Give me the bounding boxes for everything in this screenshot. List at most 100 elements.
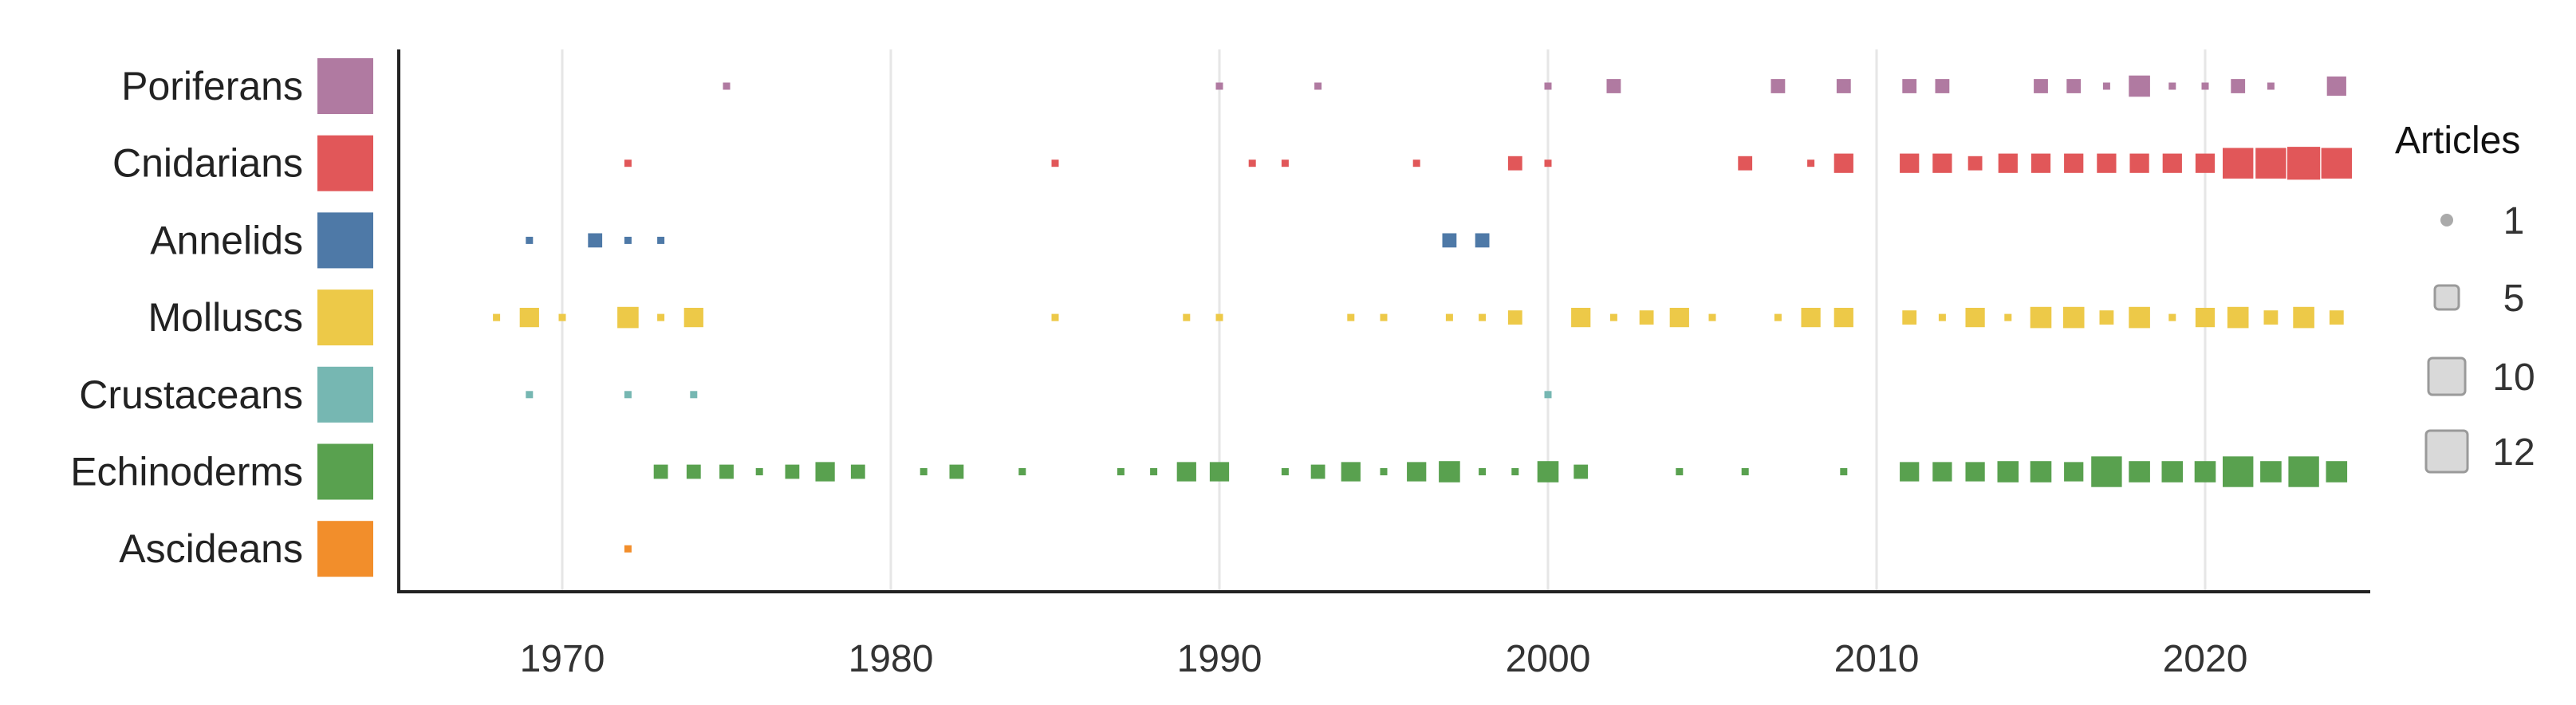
point-molluscs-2005 (1708, 313, 1716, 321)
point-molluscs-2011 (1902, 310, 1917, 325)
category-label-cnidarians: Cnidarians (112, 141, 303, 186)
category-swatch-poriferans (317, 58, 373, 114)
point-cnidarians-2024 (2321, 148, 2352, 179)
point-poriferans-2012 (1935, 79, 1950, 93)
category-label-poriferans: Poriferans (121, 64, 303, 108)
point-echinoderms-1984 (1018, 468, 1026, 475)
point-poriferans-2009 (1836, 79, 1851, 93)
point-molluscs-2009 (1834, 307, 1853, 328)
legend-label-10: 10 (2492, 356, 2535, 399)
point-molluscs-1985 (1051, 313, 1059, 321)
point-molluscs-2019 (2168, 313, 2176, 321)
point-echinoderms-2006 (1741, 468, 1749, 475)
point-poriferans-2020 (2201, 82, 2209, 90)
data-marks (493, 75, 2352, 553)
point-cnidarians-2012 (1932, 153, 1952, 173)
legend-label-5: 5 (2503, 278, 2525, 320)
point-annelids-1972 (624, 236, 632, 244)
point-crustaceans-1972 (624, 391, 632, 399)
point-poriferans-1993 (1314, 82, 1322, 90)
category-label-ascideans: Ascideans (119, 526, 303, 571)
point-annelids-1997 (1442, 233, 1457, 248)
point-molluscs-1968 (493, 313, 501, 321)
point-molluscs-2021 (2227, 306, 2249, 329)
x-tick-label-2000: 2000 (1506, 638, 1591, 680)
point-echinoderms-2004 (1676, 468, 1684, 475)
point-molluscs-2022 (2263, 310, 2279, 325)
legend-marker-5 (2433, 284, 2460, 311)
point-ascideans-1972 (624, 545, 632, 553)
category-label-annelids: Annelids (150, 218, 303, 262)
category-swatch-ascideans (317, 521, 373, 577)
series-crustaceans (526, 391, 1552, 399)
point-cnidarians-1992 (1281, 160, 1289, 167)
point-molluscs-1970 (558, 313, 566, 321)
point-echinoderms-1989 (1176, 462, 1196, 482)
point-echinoderms-2022 (2260, 461, 2282, 482)
point-echinoderms-1982 (949, 464, 964, 479)
point-poriferans-2022 (2267, 82, 2275, 90)
point-molluscs-1973 (657, 313, 665, 321)
axes: 1970 1980 1990 2000 2010 2020 (397, 49, 2370, 680)
category-swatch-molluscs (317, 289, 373, 346)
point-echinoderms-2015 (2030, 461, 2052, 482)
point-echinoderms-2014 (1997, 461, 2019, 482)
point-molluscs-1990 (1215, 313, 1223, 321)
point-annelids-1971 (588, 233, 603, 248)
category-swatch-cnidarians (317, 135, 373, 191)
point-cnidarians-2016 (2064, 153, 2084, 173)
point-echinoderms-2011 (1900, 462, 1920, 482)
point-cnidarians-2019 (2162, 153, 2182, 173)
point-echinoderms-2021 (2223, 456, 2254, 487)
point-cnidarians-1985 (1051, 160, 1059, 167)
point-molluscs-2016 (2062, 306, 2085, 329)
point-cnidarians-2023 (2287, 147, 2321, 180)
point-cnidarians-1999 (1507, 156, 1522, 171)
point-cnidarians-2009 (1834, 153, 1853, 173)
point-echinoderms-2012 (1932, 462, 1952, 482)
series-ascideans (624, 545, 632, 553)
point-echinoderms-1973 (653, 464, 668, 479)
point-crustaceans-1969 (526, 391, 534, 399)
point-cnidarians-2018 (2129, 153, 2149, 173)
point-echinoderms-2000 (1537, 461, 1559, 482)
category-labels: Poriferans Cnidarians Annelids Molluscs Crus… (70, 58, 373, 577)
point-molluscs-2020 (2195, 307, 2216, 328)
point-echinoderms-1999 (1511, 468, 1519, 475)
point-echinoderms-1981 (920, 468, 928, 475)
point-echinoderms-1987 (1117, 468, 1125, 475)
point-echinoderms-1974 (686, 464, 701, 479)
point-annelids-1973 (657, 236, 665, 244)
point-poriferans-2015 (2034, 79, 2048, 93)
point-cnidarians-2020 (2195, 153, 2216, 173)
legend-label-12: 12 (2492, 431, 2535, 474)
point-molluscs-2002 (1609, 313, 1617, 321)
point-echinoderms-1976 (755, 468, 763, 475)
point-molluscs-1995 (1380, 313, 1388, 321)
point-echinoderms-1993 (1310, 464, 1325, 479)
x-tick-label-2010: 2010 (1834, 638, 1920, 680)
point-cnidarians-1996 (1412, 160, 1420, 167)
series-echinoderms (653, 456, 2348, 487)
point-crustaceans-1974 (690, 391, 698, 399)
point-molluscs-1972 (617, 306, 639, 329)
x-tick-label-1990: 1990 (1177, 638, 1262, 680)
point-molluscs-2004 (1669, 307, 1689, 328)
point-echinoderms-1996 (1407, 462, 1427, 482)
category-swatch-annelids (317, 212, 373, 269)
point-molluscs-2008 (1801, 307, 1821, 328)
point-echinoderms-2023 (2288, 456, 2319, 487)
point-poriferans-2007 (1771, 79, 1786, 93)
point-echinoderms-1975 (719, 464, 734, 479)
point-annelids-1998 (1475, 233, 1490, 248)
point-echinoderms-1990 (1209, 462, 1230, 482)
series-molluscs (493, 306, 2344, 329)
point-cnidarians-1972 (624, 160, 632, 167)
legend-marker-12 (2424, 429, 2469, 474)
category-swatch-echinoderms (317, 443, 373, 500)
point-cnidarians-2017 (2097, 153, 2117, 173)
point-poriferans-1975 (723, 82, 731, 90)
x-tick-label-2020: 2020 (2163, 638, 2248, 680)
point-poriferans-2021 (2231, 79, 2246, 93)
